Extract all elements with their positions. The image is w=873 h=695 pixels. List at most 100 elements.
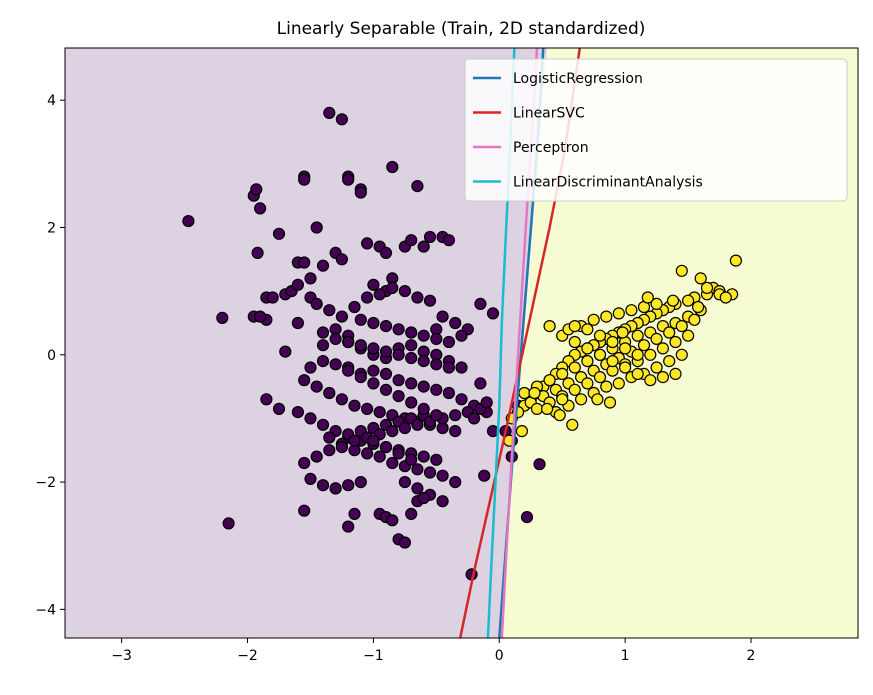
data-point-class-1	[518, 386, 531, 400]
data-point-class-0	[354, 476, 367, 489]
data-point-class-0	[478, 469, 491, 482]
data-point-class-1	[650, 361, 663, 374]
data-point-class-0	[386, 281, 399, 294]
data-point-class-0	[468, 412, 481, 425]
data-point-class-0	[291, 406, 304, 419]
data-point-class-0	[304, 272, 317, 285]
data-point-class-1	[650, 297, 663, 310]
data-point-class-0	[411, 291, 424, 304]
legend-label: LinearDiscriminantAnalysis	[513, 175, 703, 191]
data-point-class-0	[329, 358, 342, 371]
data-point-class-0	[298, 456, 311, 470]
data-point-class-0	[455, 361, 468, 374]
data-point-class-0	[266, 291, 279, 304]
data-point-class-0	[379, 441, 393, 454]
data-point-class-0	[379, 320, 393, 333]
data-point-class-0	[316, 355, 330, 368]
data-point-class-1	[568, 335, 581, 349]
data-point-class-0	[442, 234, 455, 247]
data-point-class-0	[386, 456, 399, 470]
data-point-class-0	[398, 476, 411, 489]
data-point-class-1	[644, 348, 657, 361]
data-point-class-0	[436, 469, 449, 482]
data-point-class-0	[361, 402, 374, 415]
data-point-class-0	[272, 402, 286, 415]
data-point-class-0	[367, 342, 380, 355]
data-point-class-0	[379, 345, 393, 358]
data-point-class-0	[298, 374, 311, 387]
data-point-class-1	[700, 281, 714, 294]
data-point-class-0	[298, 504, 311, 517]
data-point-class-0	[348, 434, 361, 447]
axes-frame	[64, 47, 859, 639]
legend: LogisticRegression LinearSVC Perceptron Lin…	[464, 58, 848, 202]
data-point-class-0	[405, 453, 418, 466]
data-point-class-0	[260, 393, 273, 406]
data-point-class-0	[342, 479, 355, 492]
data-point-class-0	[316, 259, 330, 272]
data-point-class-1	[631, 348, 644, 361]
data-point-class-0	[250, 183, 263, 196]
data-point-class-1	[681, 294, 695, 307]
data-point-class-1	[566, 418, 579, 431]
data-point-class-0	[367, 316, 380, 330]
data-point-class-0	[405, 507, 418, 521]
data-point-class-0	[354, 313, 367, 326]
data-point-class-0	[405, 351, 418, 365]
data-point-class-1	[606, 335, 619, 349]
data-point-class-0	[405, 326, 418, 339]
data-point-class-0	[323, 304, 336, 317]
x-tick-label: −2	[237, 648, 258, 664]
data-point-class-0	[367, 278, 380, 291]
data-point-class-1	[669, 367, 682, 380]
y-tick-label: 4	[47, 93, 56, 109]
data-point-class-1	[556, 367, 569, 380]
data-point-class-0	[367, 434, 380, 447]
data-point-class-1	[669, 335, 682, 349]
data-point-class-1	[603, 396, 617, 409]
data-point-class-1	[694, 272, 707, 285]
data-point-class-0	[449, 476, 462, 489]
data-point-class-0	[430, 332, 443, 345]
legend-label: LogisticRegression	[513, 71, 643, 87]
data-point-class-0	[423, 294, 437, 307]
data-point-class-0	[373, 450, 386, 463]
data-point-class-1	[600, 380, 613, 393]
data-point-class-0	[392, 323, 405, 336]
data-point-class-0	[348, 507, 361, 521]
data-point-class-0	[316, 339, 330, 352]
data-point-class-0	[455, 329, 468, 342]
data-point-class-0	[354, 186, 367, 199]
data-point-class-1	[616, 326, 629, 339]
data-point-class-1	[618, 361, 632, 374]
data-point-class-0	[342, 364, 355, 377]
data-point-class-0	[323, 444, 336, 457]
legend-label: Perceptron	[513, 140, 589, 156]
data-point-class-1	[637, 339, 651, 352]
data-point-class-0	[304, 412, 317, 425]
data-point-class-1	[663, 355, 676, 368]
data-point-class-0	[379, 367, 393, 380]
data-point-class-1	[591, 393, 604, 406]
data-point-class-0	[222, 517, 235, 530]
data-point-class-1	[581, 355, 594, 368]
chart-title: Linearly Separable (Train, 2D standardiz…	[277, 19, 646, 39]
data-point-class-0	[533, 458, 546, 471]
data-point-class-1	[681, 329, 695, 342]
data-point-class-0	[480, 396, 493, 409]
data-point-class-1	[675, 348, 688, 361]
data-point-class-0	[310, 297, 323, 310]
data-point-class-0	[323, 431, 336, 444]
data-point-class-0	[417, 450, 430, 463]
data-point-class-0	[474, 377, 487, 390]
data-point-class-1	[574, 393, 588, 406]
data-point-class-1	[688, 313, 701, 326]
x-tick-label: 1	[621, 648, 630, 664]
data-point-class-0	[379, 246, 393, 259]
y-tick-label: −4	[35, 602, 56, 618]
data-point-class-0	[430, 409, 443, 422]
data-point-class-0	[449, 316, 462, 330]
data-point-class-0	[310, 450, 323, 463]
data-point-class-0	[486, 307, 500, 320]
